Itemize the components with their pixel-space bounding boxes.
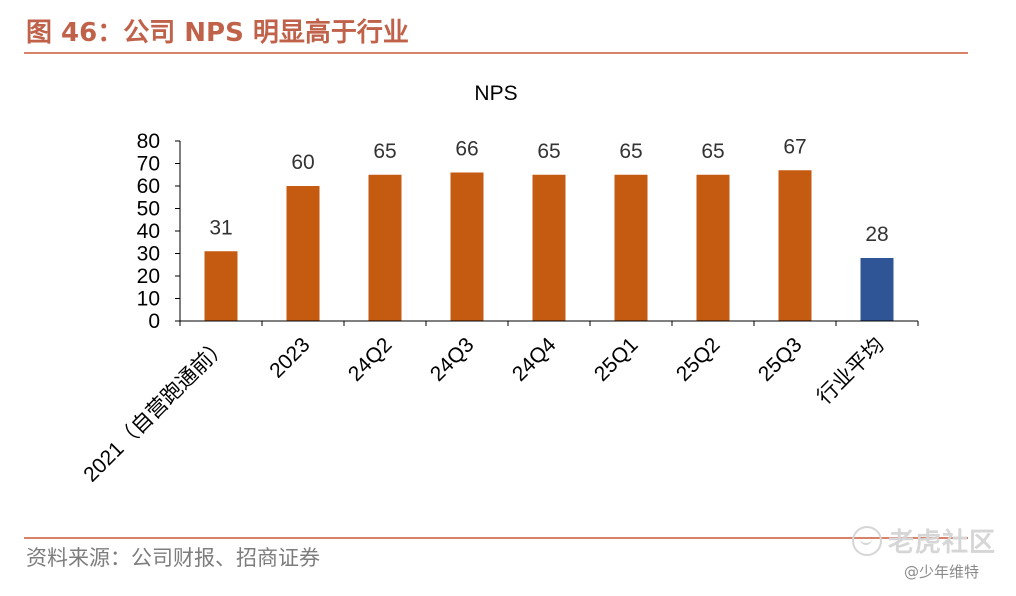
watermark-logo-text: 老虎社区: [888, 528, 997, 558]
watermark-user: @少年维特: [904, 563, 980, 581]
bar-value-label: 28: [865, 223, 888, 246]
bar: [614, 174, 648, 321]
bar: [204, 251, 238, 321]
y-tick-label: 40: [137, 220, 160, 243]
bar: [286, 186, 320, 321]
bar-value-label: 65: [537, 140, 560, 163]
y-tick-label: 80: [137, 130, 160, 153]
bar-value-label: 65: [619, 140, 642, 163]
bar-value-label: 66: [455, 138, 478, 161]
y-tick-label: 60: [137, 175, 160, 198]
figure-title: 图 46：公司 NPS 明显高于行业: [26, 18, 409, 48]
bars-group: [204, 170, 894, 321]
x-tick-label: 25Q3: [754, 333, 807, 386]
source-note: 资料来源：公司财报、招商证券: [26, 546, 320, 570]
bar: [778, 170, 812, 321]
source-rule: [24, 537, 968, 539]
bar: [532, 174, 566, 321]
bar: [368, 174, 402, 321]
x-tick-label: 行业平均: [813, 333, 889, 409]
bar: [450, 172, 484, 321]
x-tick-label: 25Q1: [590, 333, 643, 386]
x-tick-label: 24Q2: [344, 333, 397, 386]
y-tick-label: 10: [137, 288, 160, 311]
x-tick-label: 25Q2: [672, 333, 725, 386]
y-tick-label: 0: [148, 310, 160, 333]
watermark-logo: 老虎社区: [852, 522, 996, 559]
bar: [860, 258, 894, 321]
y-tick-label: 20: [137, 265, 160, 288]
y-tick-label: 30: [137, 243, 160, 266]
bar-value-label: 60: [291, 151, 314, 174]
chart-title: NPS: [474, 82, 517, 105]
x-axis: 2021（自营跑通前） 2023 24Q2 24Q3 24Q4 25Q1 25Q2 25Q3 行…: [79, 320, 919, 487]
value-labels-group: 31 60 65 66 65 65 65 67 28: [209, 135, 888, 246]
bar: [696, 174, 730, 321]
y-tick-label: 50: [137, 198, 160, 221]
bar-value-label: 67: [783, 135, 806, 158]
bar-value-label: 65: [701, 140, 724, 163]
y-tick-label: 70: [137, 153, 160, 176]
bar-value-label: 31: [209, 216, 232, 239]
tiger-logo-icon: [852, 526, 882, 556]
title-rule: [24, 52, 968, 54]
x-tick-label: 24Q3: [426, 333, 479, 386]
x-tick-label: 2023: [265, 333, 314, 382]
bar-value-label: 65: [373, 140, 396, 163]
x-tick-label: 24Q4: [508, 333, 561, 386]
x-tick-label: 2021（自营跑通前）: [79, 333, 232, 486]
